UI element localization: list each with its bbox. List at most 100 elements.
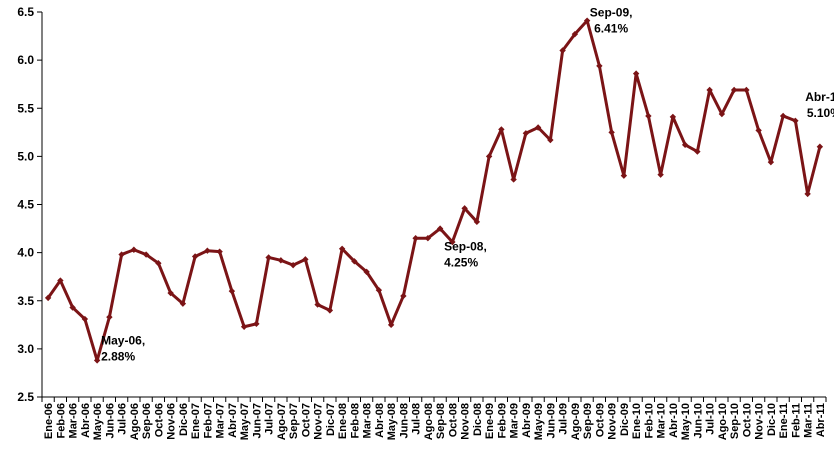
data-point <box>81 315 89 323</box>
data-point <box>130 246 138 253</box>
x-tick-label: Dic-08 <box>472 403 484 436</box>
data-label-value: 4.25% <box>444 256 478 270</box>
data-point <box>204 247 211 254</box>
data-point <box>645 112 652 120</box>
data-point <box>522 130 530 137</box>
x-tick-label: Jun-09 <box>545 403 557 438</box>
data-point <box>69 304 76 311</box>
data-point <box>57 277 64 284</box>
x-tick-label: Oct-09 <box>594 403 606 437</box>
data-point <box>93 357 101 364</box>
data-point <box>265 254 272 261</box>
data-point <box>106 313 113 321</box>
x-tick-label: Ago-10 <box>717 403 729 440</box>
data-point <box>314 301 321 308</box>
data-point <box>436 225 444 232</box>
y-tick-label: 4.0 <box>17 246 34 260</box>
x-tick-label: Nov-09 <box>607 403 619 440</box>
x-tick-label: Abr-11 <box>815 403 827 437</box>
x-tick-label: May-10 <box>680 403 692 440</box>
x-tick-label: Nov-10 <box>754 403 766 440</box>
data-point <box>596 62 603 70</box>
data-point <box>779 112 787 120</box>
data-point <box>179 300 187 307</box>
x-tick-label: Oct-06 <box>153 403 165 437</box>
x-tick-label: May-07 <box>239 403 251 440</box>
series-line <box>46 19 822 362</box>
data-label: May-06, 2.88% <box>101 333 145 363</box>
x-axis: Ene-06 Feb-06 Mar-06 Abr-06 May-06 Jun-06 Jul-… <box>41 396 827 440</box>
x-tick-label: Jun-07 <box>251 403 263 438</box>
x-tick-label: Ene-08 <box>337 403 349 439</box>
x-tick-label: Jul-06 <box>117 403 129 435</box>
data-point <box>632 70 640 77</box>
data-point <box>706 86 713 94</box>
data-point <box>44 294 52 302</box>
data-label-line: Abr-11 <box>805 90 834 104</box>
data-point <box>338 245 346 252</box>
x-tick-label: Jul-07 <box>264 403 276 435</box>
x-tick-label: May-06 <box>92 403 104 440</box>
x-tick-label: Dic-10 <box>766 403 778 436</box>
data-point <box>657 171 664 178</box>
y-tick-label: 3.0 <box>17 342 34 356</box>
data-label: Abr-11 5.10% <box>805 90 834 120</box>
data-label: Sep-09, 6.41% <box>590 6 633 36</box>
data-point <box>216 248 223 255</box>
x-tick-label: Ene-11 <box>778 403 790 438</box>
data-point <box>191 253 199 260</box>
x-tick-label: Feb-07 <box>202 403 214 438</box>
data-point <box>620 172 628 179</box>
x-tick-label: May-09 <box>533 403 545 440</box>
data-point <box>253 320 260 328</box>
x-tick-label: Dic-09 <box>619 403 631 436</box>
x-tick-label: Sep-07 <box>288 403 300 439</box>
x-tick-label: Ago-09 <box>570 403 582 440</box>
data-point <box>694 148 701 155</box>
data-point <box>669 113 677 121</box>
data-point <box>375 286 383 294</box>
x-tick-label: Feb-08 <box>349 403 361 438</box>
data-point <box>240 323 248 330</box>
x-tick-label: Mar-07 <box>215 403 227 438</box>
data-point <box>547 136 554 144</box>
data-point <box>534 124 542 131</box>
x-tick-label: Mar-09 <box>509 403 521 438</box>
y-tick-label: 4.5 <box>17 198 34 212</box>
data-point <box>510 176 517 183</box>
x-tick-label: Feb-06 <box>55 403 67 438</box>
data-point <box>718 110 726 118</box>
x-tick-label: Oct-08 <box>447 403 459 437</box>
data-point <box>767 158 775 166</box>
data-point <box>155 260 162 267</box>
x-tick-label: Dic-07 <box>325 403 337 436</box>
x-tick-label: Sep-08 <box>435 403 447 439</box>
data-point <box>730 86 738 94</box>
x-tick-label: Ene-10 <box>631 403 643 439</box>
x-tick-label: Ene-06 <box>43 403 55 439</box>
x-tick-label: Mar-06 <box>68 403 80 438</box>
x-tick-label: Abr-08 <box>374 403 386 438</box>
data-point <box>608 129 615 136</box>
y-tick-label: 5.0 <box>17 149 34 163</box>
x-tick-label: Mar-08 <box>362 403 374 438</box>
x-tick-label: Nov-08 <box>460 403 472 440</box>
data-point <box>228 287 236 295</box>
x-tick-label: Jul-08 <box>411 403 423 435</box>
data-point <box>167 289 174 297</box>
x-tick-label: Jun-10 <box>692 403 704 438</box>
data-point <box>118 251 125 258</box>
data-point <box>571 30 579 38</box>
x-tick-label: Oct-10 <box>741 403 753 437</box>
data-point <box>755 127 762 134</box>
data-label-value: 5.10% <box>807 106 834 120</box>
data-point <box>142 251 150 258</box>
y-tick-label: 6.0 <box>17 53 34 67</box>
data-point <box>424 234 432 242</box>
x-tick-label: Ene-09 <box>484 403 496 439</box>
x-tick-label: Sep-06 <box>141 403 153 439</box>
x-tick-label: Ene-07 <box>190 403 202 439</box>
x-tick-label: Feb-10 <box>643 403 655 438</box>
data-point <box>792 117 799 124</box>
